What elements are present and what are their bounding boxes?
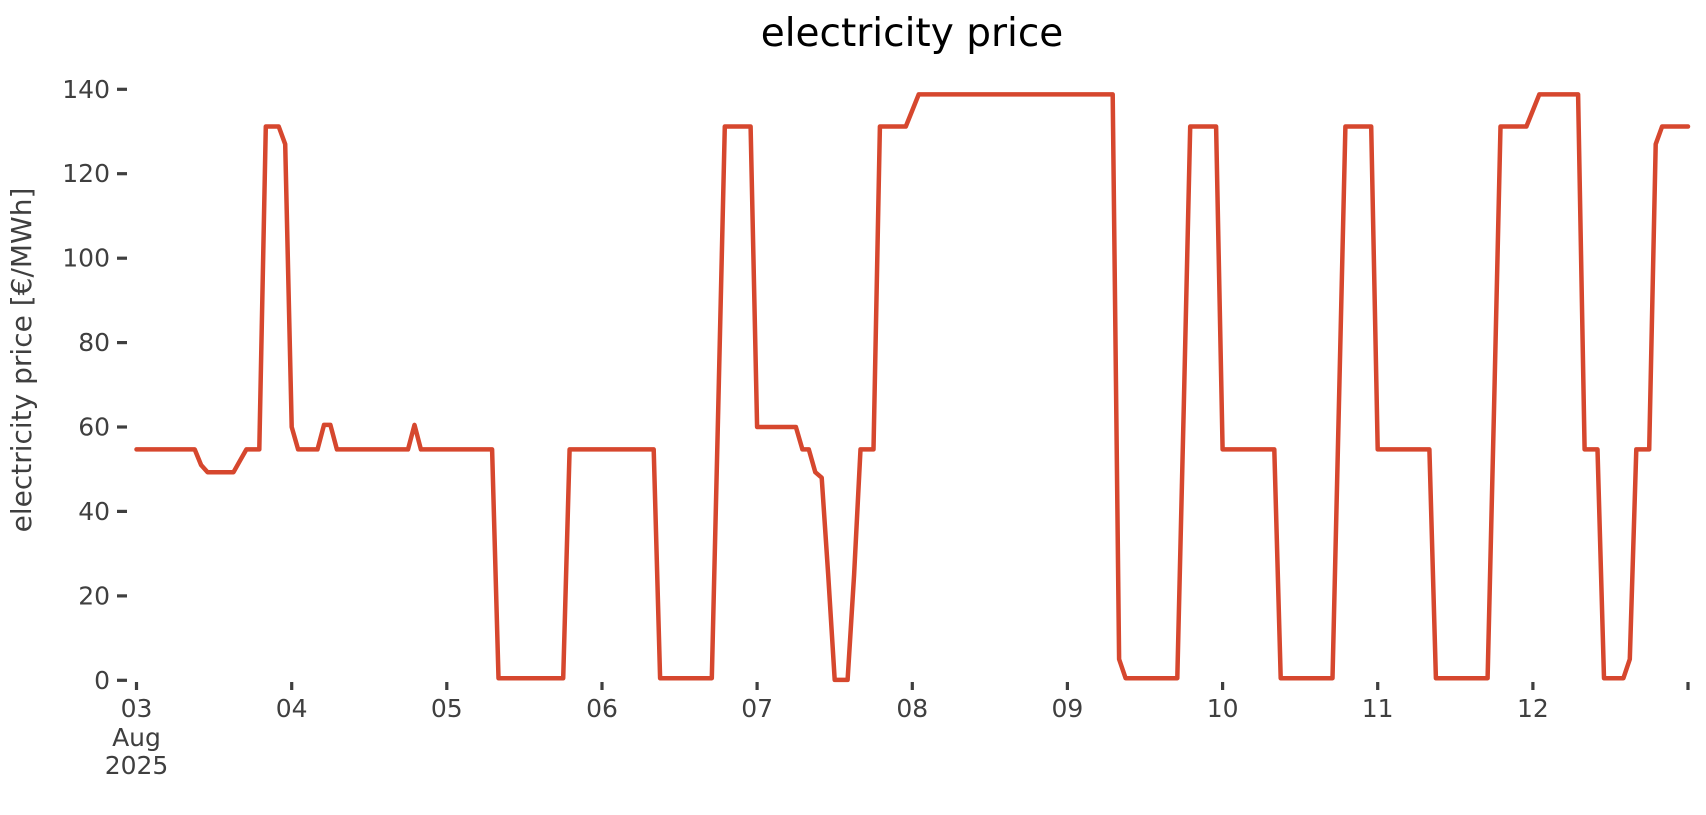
x-tick-mark — [1686, 682, 1690, 690]
y-tick-mark — [117, 678, 127, 682]
x-tick-label: 08 — [896, 694, 928, 723]
electricity-price-line — [134, 92, 1691, 683]
x-tick-mark — [600, 682, 604, 690]
y-axis-ticks: 0 20 40 60 80 100 120 140 — [62, 75, 127, 695]
x-tick-label: 09 — [1051, 694, 1083, 723]
x-tick-label: 05 — [431, 694, 463, 723]
y-tick-mark — [117, 172, 127, 176]
x-tick-mark — [910, 682, 914, 690]
x-tick-mark — [1531, 682, 1535, 690]
y-tick-label: 80 — [78, 328, 110, 357]
chart-title: electricity price — [761, 11, 1064, 56]
y-tick-label: 20 — [78, 581, 110, 610]
y-tick-label: 40 — [78, 497, 110, 526]
x-tick-mark — [1376, 682, 1380, 690]
y-tick-mark — [117, 425, 127, 429]
x-axis-offset-year: 2025 — [105, 751, 169, 780]
y-tick-label: 0 — [94, 666, 110, 695]
x-tick-label: 12 — [1517, 694, 1549, 723]
y-axis-label: electricity price [€/MWh] — [5, 188, 38, 533]
y-tick-mark — [117, 509, 127, 513]
x-tick-label: 10 — [1207, 694, 1239, 723]
y-tick-mark — [117, 256, 127, 260]
y-tick-mark — [117, 87, 127, 91]
x-tick-label: 06 — [586, 694, 618, 723]
x-tick-label: 04 — [276, 694, 308, 723]
y-tick-label: 120 — [62, 159, 110, 188]
x-axis-ticks: 03 04 05 06 07 08 09 10 11 12 — [121, 682, 1690, 723]
x-tick-mark — [755, 682, 759, 690]
y-tick-label: 140 — [62, 75, 110, 104]
x-tick-label: 07 — [741, 694, 773, 723]
y-tick-label: 100 — [62, 244, 110, 273]
x-tick-mark — [1221, 682, 1225, 690]
y-tick-label: 60 — [78, 413, 110, 442]
x-tick-mark — [290, 682, 294, 690]
x-tick-label: 11 — [1362, 694, 1394, 723]
x-axis-offset-month: Aug — [112, 723, 161, 752]
x-tick-mark — [445, 682, 449, 690]
y-tick-mark — [117, 341, 127, 345]
x-tick-mark — [134, 682, 139, 690]
x-tick-label: 03 — [121, 694, 153, 723]
x-tick-mark — [1065, 682, 1069, 690]
y-tick-mark — [117, 594, 127, 598]
